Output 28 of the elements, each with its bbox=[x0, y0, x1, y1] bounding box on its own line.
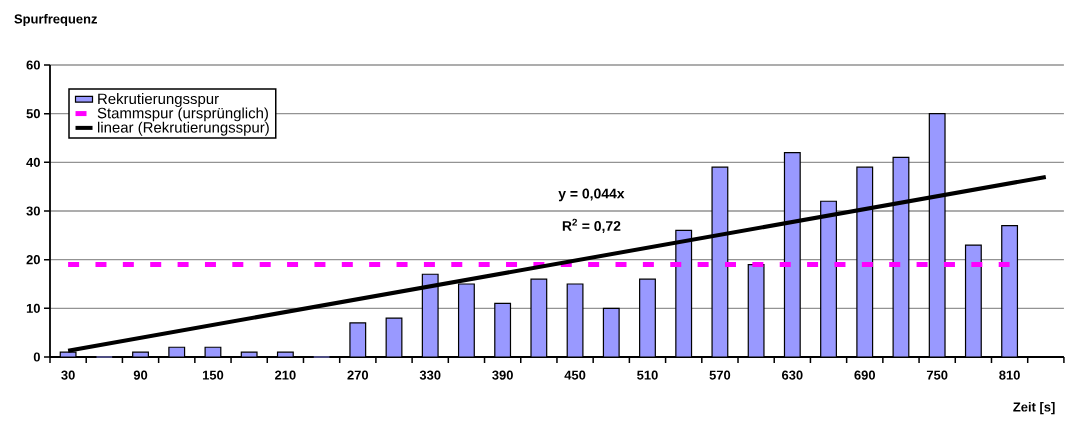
x-tick-label: 450 bbox=[564, 370, 586, 380]
annotation: R$^{2}$ = 0,72 bbox=[562, 218, 621, 233]
x-axis-title: Zeit [s] bbox=[1013, 402, 1055, 415]
x-tick-label: 570 bbox=[709, 370, 731, 380]
y-tick-label: 30 bbox=[26, 206, 40, 216]
x-tick-label: 330 bbox=[419, 370, 441, 380]
x-tick-label: 630 bbox=[781, 370, 803, 380]
y-tick-label: 50 bbox=[26, 109, 40, 119]
y-tick-label: 60 bbox=[26, 60, 40, 70]
legend-label: Stammspur (ursprünglich) bbox=[97, 107, 268, 122]
y-tick-label: 20 bbox=[26, 255, 40, 265]
y-tick-label: 10 bbox=[26, 303, 40, 313]
legend-label: linear (Rekrutierungsspur) bbox=[98, 121, 269, 136]
x-tick-label: 30 bbox=[61, 370, 75, 380]
y-tick-label: 0 bbox=[33, 352, 40, 362]
y-tick-label: 40 bbox=[26, 157, 40, 167]
y-axis-title: Spurfrequenz bbox=[14, 13, 97, 27]
x-tick-label: 150 bbox=[202, 370, 224, 380]
x-tick-label: 90 bbox=[133, 370, 148, 380]
x-tick-label: 750 bbox=[926, 370, 948, 380]
x-tick-label: 690 bbox=[854, 370, 876, 380]
x-tick-label: 270 bbox=[347, 370, 369, 380]
x-tick-label: 210 bbox=[275, 370, 296, 380]
x-tick-label: 390 bbox=[492, 370, 513, 380]
legend-label: Rekrutierungsspur bbox=[98, 93, 219, 108]
annotation: y = 0,044x bbox=[558, 188, 625, 202]
x-tick-label: 810 bbox=[999, 370, 1020, 380]
x-tick-label: 510 bbox=[637, 370, 658, 380]
